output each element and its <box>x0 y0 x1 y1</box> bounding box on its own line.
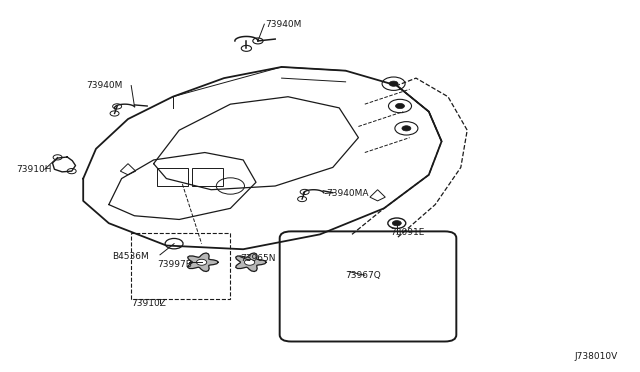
Text: 73940M: 73940M <box>86 81 123 90</box>
Circle shape <box>402 126 411 131</box>
Text: 73940M: 73940M <box>266 20 302 29</box>
Text: 73910H: 73910H <box>16 165 51 174</box>
Bar <box>192 168 223 186</box>
Circle shape <box>300 189 309 195</box>
Circle shape <box>196 259 207 265</box>
Text: 73910Z: 73910Z <box>131 299 166 308</box>
Circle shape <box>392 221 401 226</box>
Text: 73940MA: 73940MA <box>326 189 369 198</box>
Text: 73997B: 73997B <box>157 260 191 269</box>
Circle shape <box>389 81 398 86</box>
Text: B4536M: B4536M <box>112 252 148 261</box>
Circle shape <box>113 104 122 109</box>
Circle shape <box>253 38 263 44</box>
Circle shape <box>396 103 404 109</box>
Text: J738010V: J738010V <box>574 352 618 361</box>
Circle shape <box>298 196 307 202</box>
Circle shape <box>165 238 183 249</box>
Circle shape <box>244 259 255 265</box>
Circle shape <box>53 155 62 160</box>
Text: 73091E: 73091E <box>390 228 425 237</box>
Circle shape <box>388 218 406 228</box>
Polygon shape <box>188 253 218 272</box>
Bar <box>157 168 188 186</box>
Polygon shape <box>236 253 266 272</box>
Circle shape <box>241 45 252 51</box>
Circle shape <box>67 169 76 174</box>
Circle shape <box>110 111 119 116</box>
Text: 73967Q: 73967Q <box>346 271 381 280</box>
Text: 73965N: 73965N <box>240 254 275 263</box>
